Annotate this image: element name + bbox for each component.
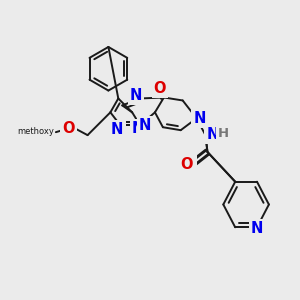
Text: N: N bbox=[132, 121, 144, 136]
Text: O: O bbox=[154, 81, 166, 96]
Text: O: O bbox=[62, 121, 75, 136]
Text: H: H bbox=[218, 127, 229, 140]
Text: N: N bbox=[130, 88, 142, 103]
Text: N: N bbox=[193, 111, 206, 126]
Text: N: N bbox=[206, 127, 219, 142]
Text: O: O bbox=[180, 158, 193, 172]
Text: H: H bbox=[218, 127, 229, 140]
Text: N: N bbox=[251, 221, 263, 236]
Text: O: O bbox=[182, 155, 195, 170]
Text: N: N bbox=[139, 118, 151, 133]
Text: N: N bbox=[206, 127, 219, 142]
Text: methoxy: methoxy bbox=[17, 127, 54, 136]
Text: N: N bbox=[111, 122, 124, 137]
